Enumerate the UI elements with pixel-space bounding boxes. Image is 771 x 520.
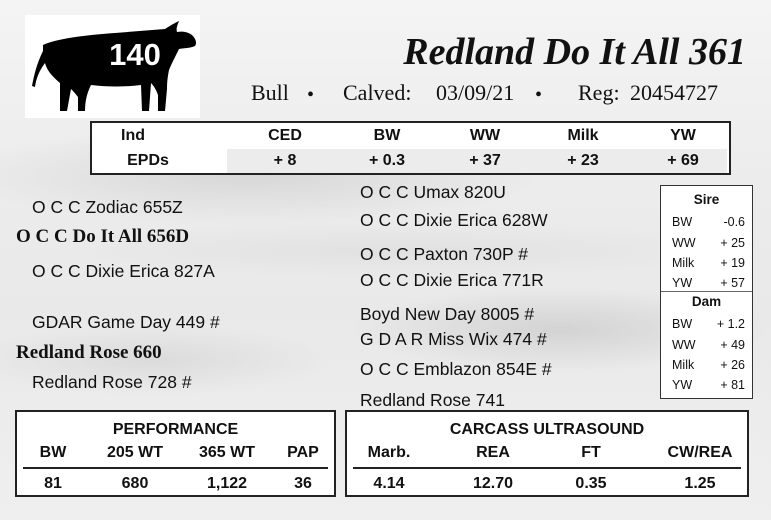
sire-epd-value: + 19 [720, 256, 745, 270]
pedigree-dam-sire: GDAR Game Day 449 # [32, 312, 220, 332]
tag-number: 140 [109, 37, 161, 72]
performance-title: PERFORMANCE [112, 421, 239, 438]
pedigree-dam-sire-sire: Boyd New Day 8005 # [360, 304, 535, 324]
sire-epd-label: Milk [672, 256, 695, 270]
pedigree-sire-dam: O C C Dixie Erica 827A [32, 261, 215, 281]
reg-label: Reg: [578, 80, 620, 105]
epd-value-milk: + 23 [567, 152, 599, 169]
performance-rule [23, 467, 328, 469]
carcass-value-rea: 12.70 [472, 475, 514, 492]
performance-value-205wt: 680 [121, 475, 149, 492]
epd-header-bw: BW [373, 127, 401, 144]
epd-header-ww: WW [469, 127, 501, 144]
sire-epd-value: + 57 [720, 276, 745, 290]
pedigree-dam-dam-sire: O C C Emblazon 854E # [360, 359, 552, 379]
epd-values-row [227, 149, 727, 173]
pedigree-sire-dam-dam: O C C Dixie Erica 771R [360, 270, 544, 290]
performance-header-pap: PAP [287, 444, 319, 461]
epd-header-milk: Milk [567, 127, 599, 144]
calved-date: 03/09/21 [436, 80, 515, 105]
pedigree-sire-sire-sire: O C C Umax 820U [360, 182, 506, 202]
epd-value-ww: + 37 [469, 152, 501, 169]
carcass-header-marb: Marb. [367, 444, 411, 461]
dam-epd-value: + 49 [720, 338, 745, 352]
sire-dam-divider [661, 291, 752, 292]
performance-header-365wt: 365 WT [198, 444, 255, 461]
epd-value-bw: + 0.3 [368, 152, 406, 169]
performance-table: PERFORMANCE BW 205 WT 365 WT PAP 81 680 … [15, 410, 336, 497]
dam-epd-label: BW [672, 317, 693, 331]
separator-dot: • [307, 84, 315, 106]
pedigree-dam-sire-dam: G D A R Miss Wix 474 # [360, 329, 547, 349]
sire-epd-label: BW [672, 215, 693, 229]
carcass-header-rea: REA [476, 444, 510, 461]
bull-silhouette-icon [32, 21, 196, 111]
pedigree-sire-sire: O C C Zodiac 655Z [32, 197, 183, 217]
animal-name: Redland Do It All 361 [403, 31, 746, 73]
carcass-title: CARCASS ULTRASOUND [449, 421, 645, 438]
calved-label: Calved: [343, 80, 412, 105]
dam-epd-label: YW [672, 378, 693, 392]
dam-epd-label: Milk [672, 358, 695, 372]
dam-epd-value: + 26 [720, 358, 745, 372]
pedigree-sire-sire-dam: O C C Dixie Erica 628W [360, 210, 548, 230]
pedigree-sire-dam-sire: O C C Paxton 730P # [360, 244, 528, 264]
epd-value-yw: + 69 [667, 152, 699, 169]
epd-label-ind: Ind [121, 127, 145, 144]
carcass-ultrasound-table: CARCASS ULTRASOUND Marb. REA FT CW/REA 4… [345, 410, 749, 497]
sire-epd-value: + 25 [720, 236, 745, 250]
separator-dot: • [535, 84, 543, 106]
dam-epd-value: + 81 [720, 378, 745, 392]
carcass-value-marb: 4.14 [373, 475, 405, 492]
epd-value-ced: + 8 [273, 152, 297, 169]
pedigree-dam: Redland Rose 660 [16, 342, 162, 363]
sex-label: Bull [251, 80, 289, 105]
sire-dam-epd-box: Sire BW -0.6 WW + 25 Milk + 19 YW + 57 D… [660, 185, 753, 399]
carcass-value-cwrea: 1.25 [684, 475, 716, 492]
carcass-header-cwrea: CW/REA [667, 444, 733, 461]
carcass-value-ft: 0.35 [575, 475, 607, 492]
performance-value-365wt: 1,122 [206, 475, 248, 492]
epd-header-yw: YW [670, 127, 696, 144]
dam-epd-label: WW [672, 338, 696, 352]
sire-epd-label: YW [672, 276, 693, 290]
sire-epd-title: Sire [693, 192, 720, 207]
performance-header-205wt: 205 WT [106, 444, 163, 461]
epd-header-ced: CED [268, 127, 302, 144]
performance-header-bw: BW [39, 444, 67, 461]
dam-epd-value: + 1.2 [716, 317, 745, 331]
pedigree-sire: O C C Do It All 656D [16, 226, 190, 247]
tag-logo: 140 [25, 15, 200, 118]
carcass-rule [353, 467, 741, 469]
carcass-header-ft: FT [581, 444, 601, 461]
performance-value-bw: 81 [44, 475, 62, 492]
pedigree-dam-dam-dam: Redland Rose 741 [360, 390, 505, 410]
performance-value-pap: 36 [294, 475, 312, 492]
epd-table: Ind EPDs CED + 8 BW + 0.3 WW + 37 Milk +… [90, 121, 731, 175]
pedigree-dam-dam: Redland Rose 728 # [32, 372, 192, 392]
epd-label-epds: EPDs [127, 152, 169, 169]
dam-epd-title: Dam [691, 294, 722, 309]
reg-number: 20454727 [630, 80, 718, 105]
sire-epd-label: WW [672, 236, 696, 250]
sire-epd-value: -0.6 [723, 215, 745, 229]
